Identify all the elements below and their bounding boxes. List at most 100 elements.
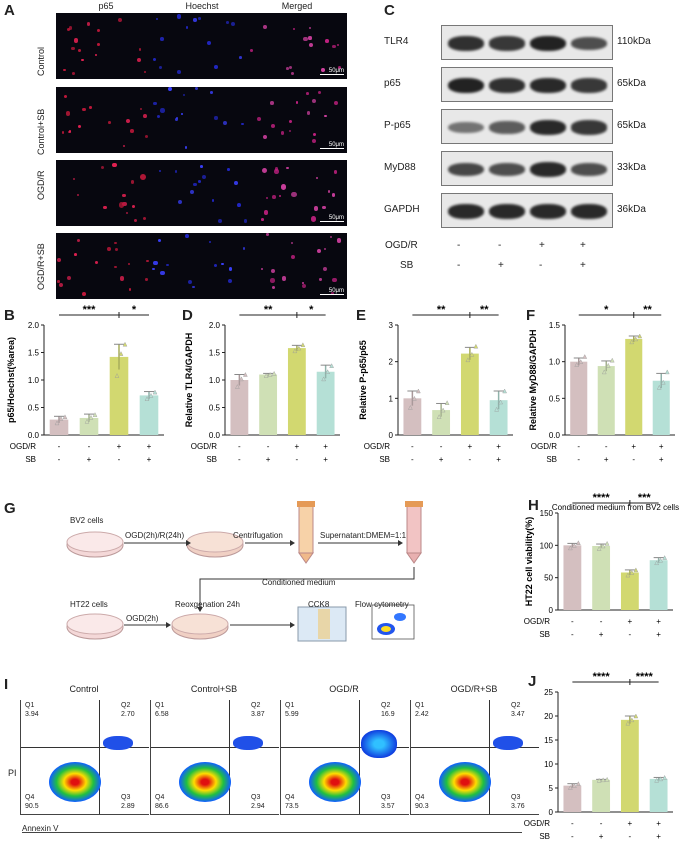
condition-sign-F: + [659, 442, 664, 451]
quadrant-v-line [489, 700, 490, 814]
cell-nucleus [67, 275, 72, 280]
quadrant-h-line [281, 747, 409, 748]
data-point-F [609, 357, 615, 363]
cell-nucleus [136, 57, 142, 63]
bar-D [316, 371, 335, 435]
data-point-H [568, 545, 573, 551]
data-point-J [572, 783, 577, 788]
quadrant-q4-label: Q4 [25, 794, 35, 801]
cell-nucleus [132, 205, 136, 209]
cell-nucleus [63, 68, 67, 72]
wb-band [530, 162, 566, 177]
flow-plot-title: Control [69, 684, 99, 694]
y-tick-label-J: 5 [549, 784, 554, 793]
quadrant-q1-label: Q1 [25, 702, 35, 709]
wb-size-label: 33kDa [617, 162, 646, 173]
data-point-B [118, 351, 124, 356]
data-point-B [122, 341, 128, 347]
cell-nucleus [66, 27, 71, 32]
condition-label-B: OGD/R [10, 442, 36, 451]
cell-nucleus [324, 247, 327, 250]
quadrant-q1-label: Q1 [285, 702, 295, 709]
quadrant-q4v-label: 90.3 [415, 803, 429, 810]
data-point-J [576, 781, 581, 786]
cell-nucleus [122, 144, 125, 148]
cell-nucleus [87, 22, 91, 26]
cell-nucleus [160, 37, 164, 41]
ogd-r-step-label: OGD(2h)/R(24h) [125, 531, 185, 540]
data-point-E [469, 351, 475, 357]
significance-label-J: **** [593, 671, 611, 683]
condition-sign-J: - [600, 819, 603, 828]
bv2-cells-label: BV2 cells [70, 516, 104, 525]
y-tick-label-H: 50 [544, 574, 553, 583]
wb-sign: - [498, 240, 502, 251]
y-tick-label-E: 2 [389, 358, 394, 367]
data-point-E [408, 405, 413, 410]
data-point-J [568, 785, 573, 790]
condition-sign-H: + [656, 617, 661, 626]
cell-nucleus [201, 174, 207, 180]
cell-nucleus [61, 131, 64, 134]
cell-nucleus [264, 210, 269, 215]
micrograph-r2-c0 [56, 160, 156, 226]
y-tick-label-D: 0.5 [209, 404, 221, 413]
data-point-E [494, 406, 499, 412]
cell-nucleus [280, 131, 285, 136]
bar-H [649, 560, 668, 610]
flow-x-axis-line [22, 832, 522, 833]
cell-nucleus [195, 87, 199, 91]
condition-sign-E: - [440, 442, 443, 451]
quadrant-q3v-label: 2.94 [251, 803, 265, 810]
quadrant-q1v-label: 2.42 [415, 711, 429, 718]
cell-nucleus [122, 193, 126, 197]
wb-band [530, 120, 566, 135]
y-tick-label-F: 0.5 [549, 394, 561, 403]
quadrant-q3v-label: 3.76 [511, 803, 525, 810]
cell-nucleus [158, 169, 162, 173]
significance-label-B: *** [83, 304, 97, 316]
wb-band [448, 36, 484, 51]
flow-plot: Q1 2.42 Q2 3.47 Q4 90.3 Q3 3.76 [410, 700, 539, 815]
cell-nucleus [167, 87, 172, 92]
data-point-F [601, 369, 607, 375]
y-tick-label-F: 0.0 [549, 431, 561, 440]
cell-nucleus [185, 25, 189, 29]
scale-bar [320, 74, 344, 75]
y-axis-title-D: Relative TLR4/GAPDH [184, 333, 194, 428]
scale-bar [320, 294, 344, 295]
quadrant-v-line [359, 700, 360, 814]
significance-label-D: ** [264, 304, 273, 316]
scale-bar-label: 50μm [328, 68, 344, 74]
y-tick-label-J: 10 [544, 760, 553, 769]
cell-nucleus [271, 285, 275, 290]
wb-protein-label: GAPDH [384, 204, 420, 215]
cell-nucleus [323, 266, 328, 271]
condition-sign-H: + [656, 630, 661, 639]
cell-nucleus [333, 170, 338, 174]
cell-nucleus [209, 90, 213, 94]
quadrant-q1v-label: 6.58 [155, 711, 169, 718]
quadrant-q4v-label: 73.5 [285, 803, 299, 810]
data-point-D [267, 372, 273, 377]
cell-nucleus [59, 282, 64, 288]
cell-nucleus [193, 18, 197, 22]
wb-sign: - [457, 240, 461, 251]
condition-label-H: SB [539, 630, 550, 639]
condition-sign-B: + [87, 455, 92, 464]
bar-F [652, 380, 670, 435]
wb-band [489, 78, 525, 93]
cell-nucleus [221, 262, 224, 265]
bar-B [79, 417, 99, 435]
data-point-F [582, 354, 588, 359]
micrograph-r2-c2: 50μm [247, 160, 347, 226]
cell-nucleus [160, 108, 165, 113]
chart-title-H: Conditioned medium from BV2 cells [552, 503, 679, 512]
cell-nucleus [315, 176, 319, 179]
data-point-B [152, 389, 158, 395]
cell-nucleus [327, 190, 331, 193]
supernatant-tube-icon [405, 501, 423, 564]
cell-nucleus [89, 106, 92, 109]
cell-nucleus [270, 101, 274, 105]
bar-D [230, 380, 249, 435]
